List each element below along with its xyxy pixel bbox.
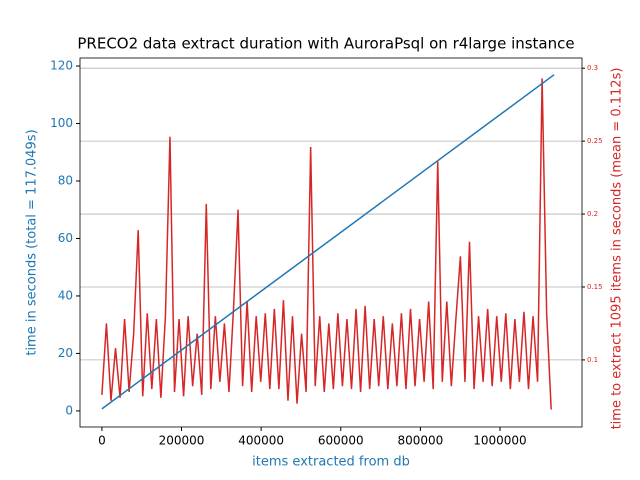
y-tick-label: 100	[50, 116, 73, 130]
x-tick-label: 200000	[159, 434, 205, 448]
x-tick-label: 400000	[238, 434, 284, 448]
y2-tick-label: 0.25	[587, 137, 603, 145]
y2-tick-label: 0.3	[587, 64, 598, 72]
y2-tick-label: 0.2	[587, 210, 598, 218]
plot-frame	[79, 57, 583, 428]
y-tick-label: 80	[58, 174, 73, 188]
y-tick-label: 40	[58, 288, 73, 302]
y2-tick-label: 0.15	[587, 283, 603, 291]
x-axis-label: items extracted from db	[252, 455, 410, 470]
y2-axis-label: time to extract 1095 items in seconds (m…	[610, 68, 625, 430]
x-tick-label: 0	[98, 434, 106, 448]
chart-title: PRECO2 data extract duration with Aurora…	[77, 35, 574, 53]
y-tick-label: 120	[50, 59, 73, 73]
x-tick-label: 800000	[397, 434, 443, 448]
y2-tick-label: 0.1	[587, 356, 598, 364]
line-series	[101, 78, 552, 410]
y-tick-label: 0	[65, 403, 73, 417]
y-axis-label: time in seconds (total = 117.049s)	[25, 129, 40, 355]
line-series	[101, 74, 555, 410]
x-tick-label: 1000000	[473, 434, 526, 448]
x-tick-label: 600000	[318, 434, 364, 448]
y-tick-label: 60	[58, 231, 73, 245]
y-tick-label: 20	[58, 346, 73, 360]
